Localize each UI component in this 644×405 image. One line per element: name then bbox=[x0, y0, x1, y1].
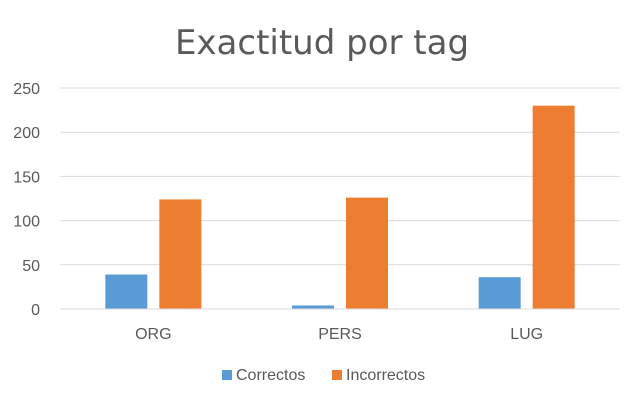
bar-incorrectos-pers bbox=[346, 197, 388, 309]
x-axis-ticks: ORG PERS LUG bbox=[135, 326, 543, 343]
bar-incorrectos-lug bbox=[532, 105, 575, 310]
y-tick-label: 50 bbox=[22, 258, 40, 275]
y-tick-label: 250 bbox=[13, 81, 40, 98]
y-tick-label: 0 bbox=[31, 302, 40, 319]
legend-swatch bbox=[332, 370, 342, 380]
y-tick-label: 100 bbox=[13, 214, 40, 231]
legend: Correctos Incorrectos bbox=[222, 367, 425, 384]
legend-label: Incorrectos bbox=[346, 367, 425, 384]
y-tick-label: 150 bbox=[13, 169, 40, 186]
bar-incorrectos-org bbox=[159, 199, 202, 309]
x-tick-label: LUG bbox=[510, 326, 543, 343]
x-tick-label: ORG bbox=[135, 326, 171, 343]
gridlines bbox=[60, 87, 620, 266]
bar-correctos-lug bbox=[478, 277, 521, 309]
chart-title: Exactitud por tag bbox=[175, 23, 469, 63]
y-tick-label: 200 bbox=[13, 125, 40, 142]
bar-correctos-org bbox=[105, 274, 148, 309]
bars bbox=[105, 105, 575, 310]
y-axis-ticks: 0 50 100 150 200 250 bbox=[13, 81, 40, 319]
bar-correctos-pers bbox=[292, 305, 334, 309]
legend-label: Correctos bbox=[236, 367, 305, 384]
legend-swatch bbox=[222, 370, 232, 380]
x-tick-label: PERS bbox=[318, 326, 362, 343]
